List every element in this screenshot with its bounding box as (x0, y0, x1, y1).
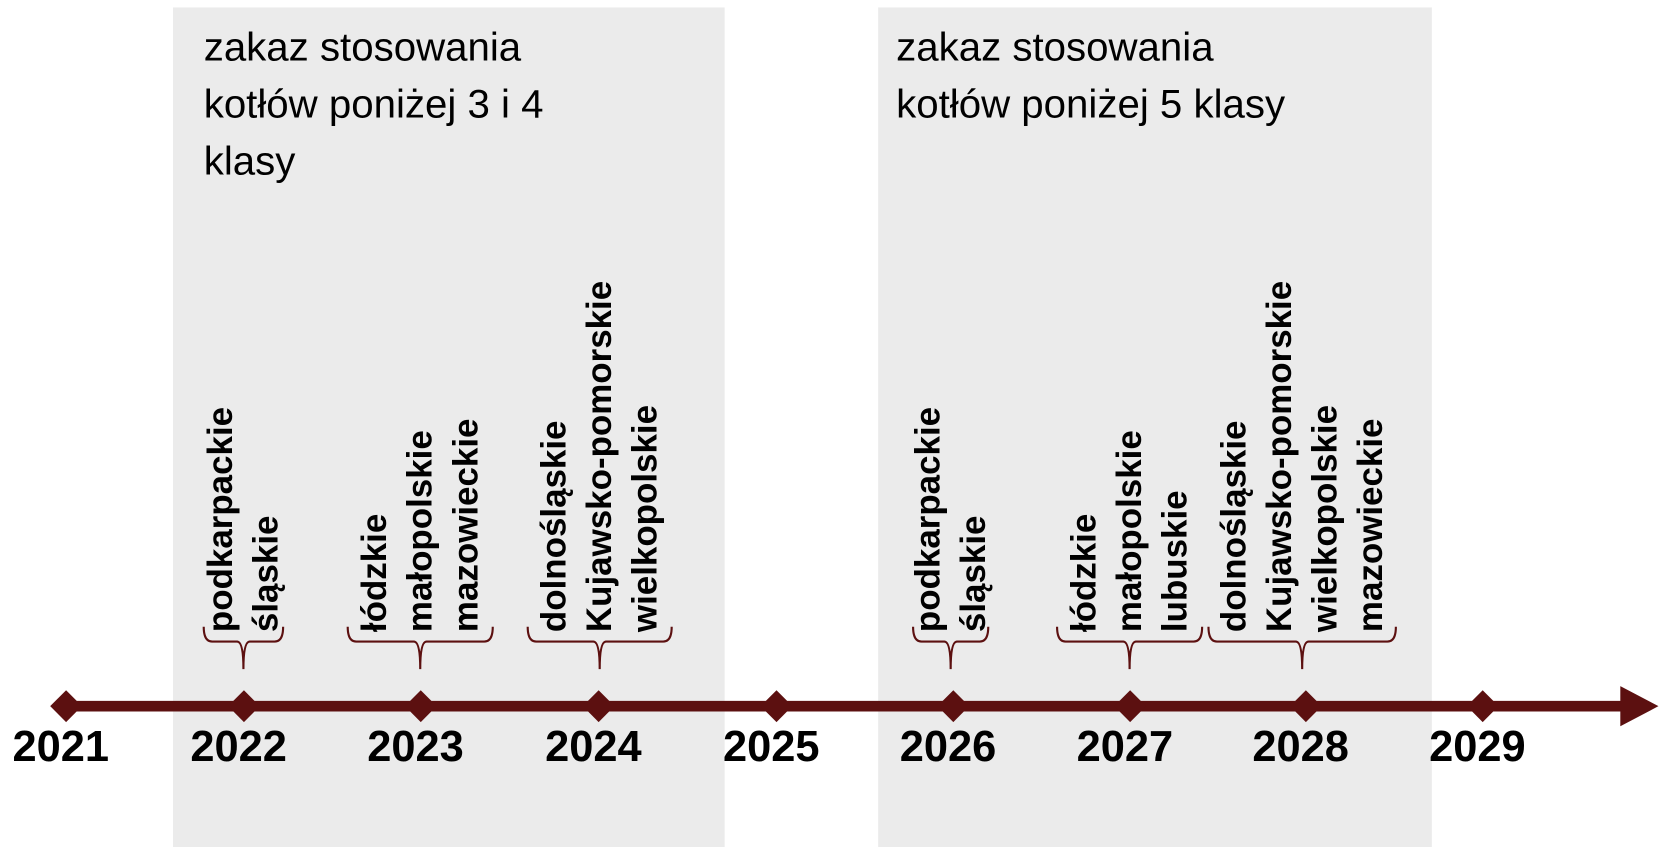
timeline-arrow (1620, 686, 1659, 727)
region-label: łódzkie (1065, 514, 1104, 632)
year-marker (50, 690, 82, 723)
year-label: 2023 (367, 723, 464, 771)
year-label: 2025 (723, 723, 820, 771)
region-label: małopolskie (1110, 430, 1149, 632)
year-label: 2028 (1252, 723, 1349, 771)
panel-title: zakaz stosowania (896, 24, 1214, 69)
region-label: Kujawsko-pomorskie (580, 281, 619, 632)
region-label: wielkopolskie (1305, 405, 1344, 633)
panel-title: kotłów poniżej 3 i 4 (204, 82, 544, 127)
year-label: 2029 (1429, 723, 1526, 771)
group-brace (1056, 626, 1204, 670)
region-label: małopolskie (401, 430, 440, 632)
region-label: śląskie (247, 516, 286, 633)
group-brace (1207, 626, 1397, 670)
region-label: podkarpackie (201, 407, 240, 632)
panel-title: kotłów poniżej 5 klasy (896, 82, 1286, 127)
region-label: wielkopolskie (626, 405, 665, 633)
region-label: Kujawsko-pomorskie (1260, 281, 1299, 632)
region-label: dolnośląskie (1214, 421, 1253, 633)
region-label: śląskie (954, 516, 993, 633)
year-marker (760, 690, 793, 723)
region-label: mazowieckie (446, 419, 485, 633)
group-brace (912, 626, 990, 670)
year-marker (937, 690, 970, 723)
year-label: 2024 (545, 723, 642, 771)
region-label: mazowieckie (1351, 419, 1390, 633)
group-brace (526, 626, 673, 670)
region-label: dolnośląskie (535, 421, 574, 633)
panel-background (878, 7, 1432, 847)
year-marker (228, 690, 260, 723)
region-label: łódzkie (355, 514, 394, 632)
year-marker (582, 690, 615, 723)
year-label: 2027 (1077, 723, 1174, 771)
region-label: podkarpackie (908, 407, 947, 632)
year-marker (404, 690, 437, 723)
year-label: 2026 (900, 723, 997, 771)
region-label: lubuskie (1156, 490, 1195, 632)
year-label: 2022 (190, 723, 287, 771)
year-marker (1466, 690, 1499, 723)
panel-title: zakaz stosowania (204, 24, 522, 69)
panel-title: klasy (204, 139, 297, 184)
year-label: 2021 (13, 723, 110, 771)
group-brace (202, 626, 285, 670)
year-marker (1289, 690, 1322, 723)
group-brace (346, 626, 494, 670)
